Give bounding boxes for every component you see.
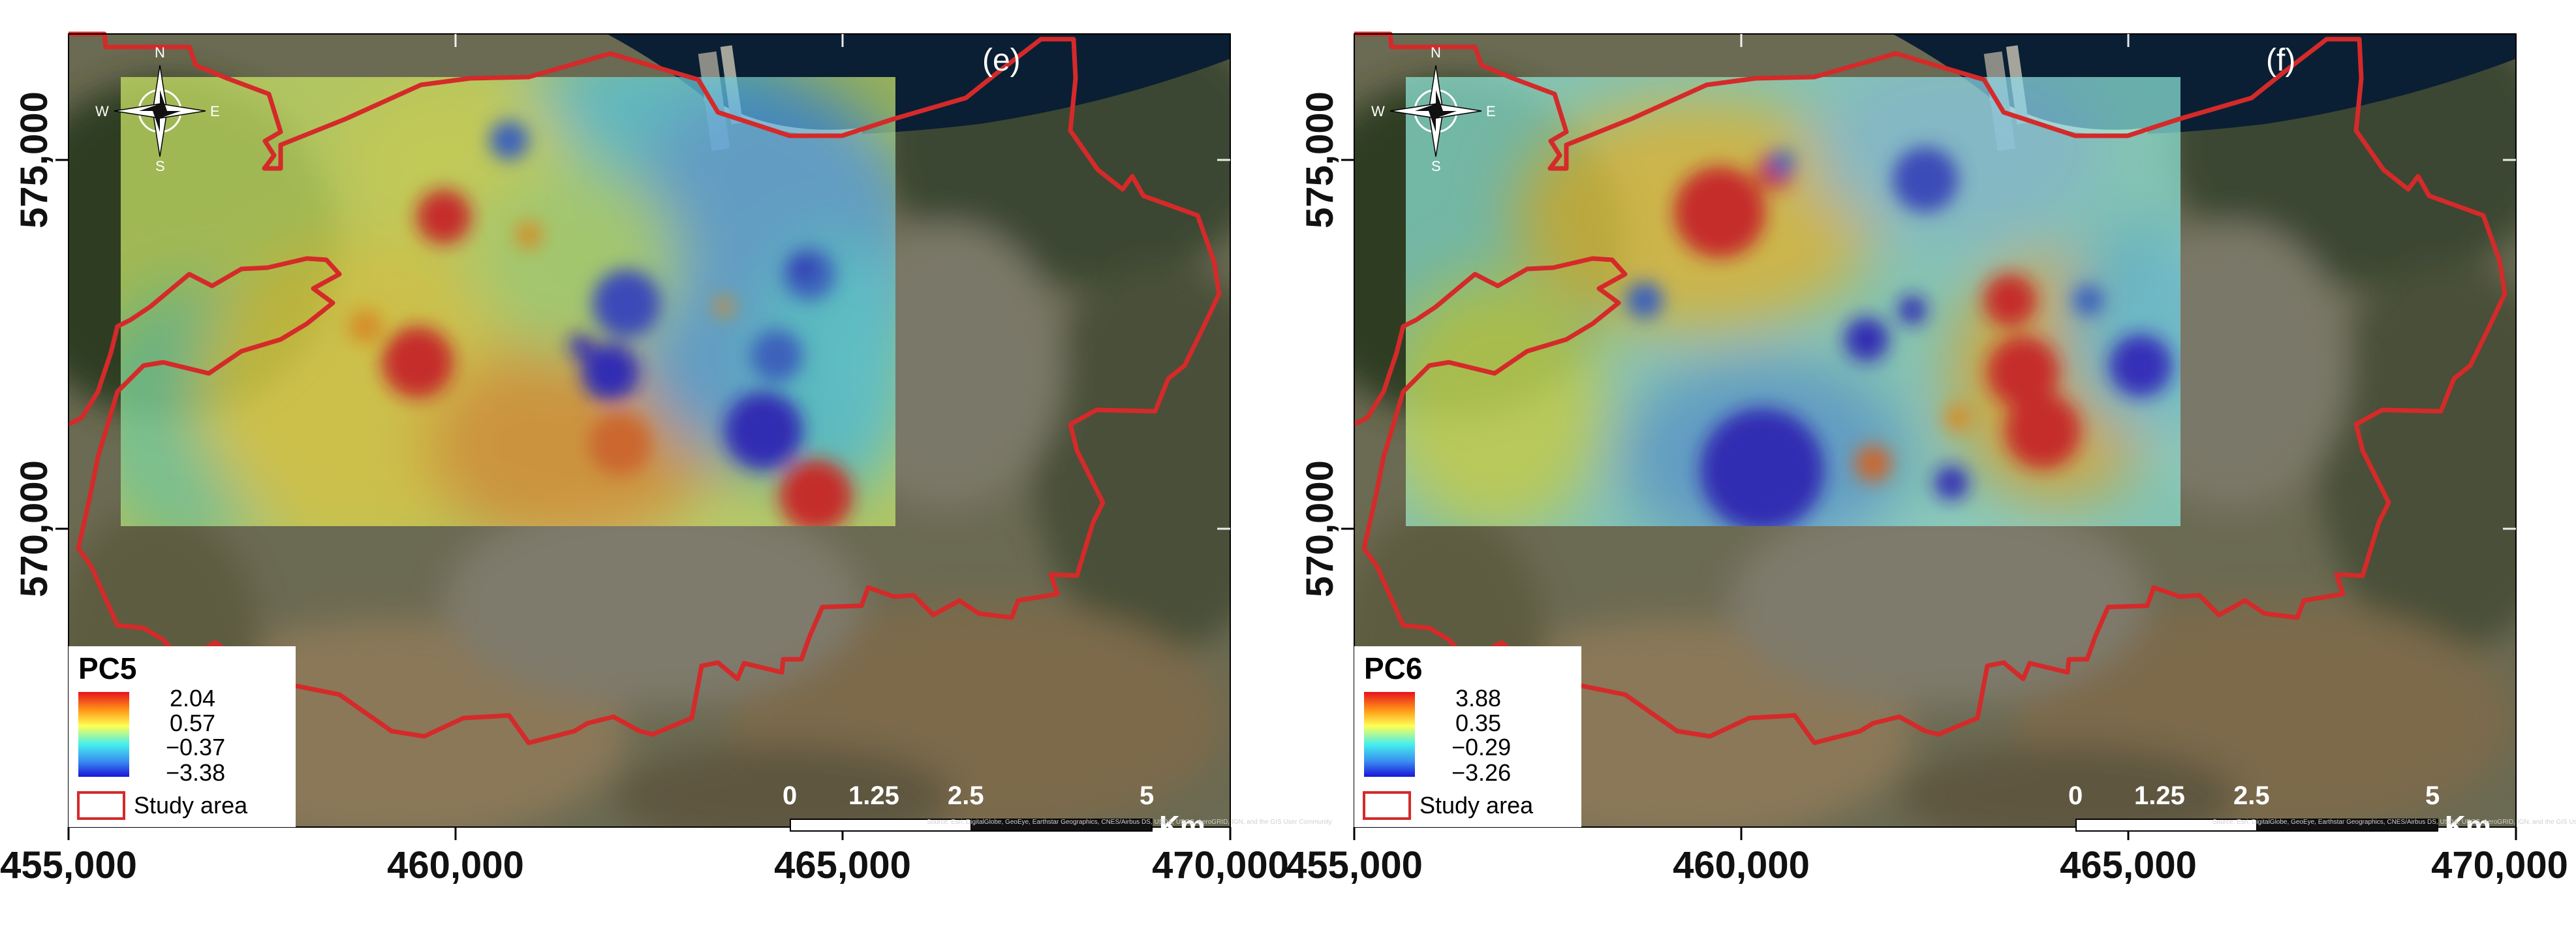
compass-e-e: E (210, 103, 220, 119)
legend-title-pc5: PC5 (78, 651, 136, 685)
x-tick-470000-f: 470,000 (2431, 844, 2568, 886)
study-area-boundary-f (1353, 31, 2507, 745)
scale-tick-1: 1.25 (2134, 781, 2185, 810)
x-tick-470000-e: 470,000 (1152, 844, 1289, 886)
compass-e-f: E (1486, 103, 1496, 119)
legend-value-max: 2.04 (170, 685, 215, 712)
legend-value-3: −0.29 (1451, 734, 1511, 760)
legend-value-3: −0.37 (166, 734, 225, 760)
compass-w-e: W (95, 103, 109, 119)
x-tick-455000-e: 455,000 (0, 844, 137, 886)
north-arrow-compass-icon: N S W E (1371, 44, 1496, 174)
compass-s-f: S (1431, 158, 1441, 174)
x-tick-455000-f: 455,000 (1286, 844, 1423, 886)
scale-bar-e: 0 1.25 2.5 5 Km (783, 781, 1205, 842)
north-arrow-compass-icon: N S W E (95, 44, 220, 174)
panel-letter-e: (e) (982, 43, 1021, 78)
study-area-boundary-e (67, 31, 1222, 745)
legend-pc5: PC5 2.04 0.57 −0.37 −3.38 Study area (69, 646, 296, 827)
legend-study-area-label: Study area (1420, 792, 1534, 819)
map-frame-f (1354, 33, 2517, 828)
y-tick-570000-e: 570,000 (13, 460, 55, 597)
scale-unit: Km (2445, 810, 2491, 842)
compass-n-f: N (1431, 44, 1441, 61)
map-frame-e (68, 33, 1231, 828)
y-tick-575000-f: 575,000 (1299, 91, 1341, 228)
basemap-credit-e: Source: Esri, DigitalGlobe, GeoEye, Eart… (927, 819, 1332, 826)
compass-s-e: S (155, 158, 165, 174)
scale-tick-3: 5 (2425, 781, 2440, 810)
legend-title-pc6: PC6 (1364, 651, 1422, 685)
map-panel-e: (e) N S W E PC5 2.04 0.57 −0.37 −3.38 St… (0, 31, 1332, 886)
pc5-raster (121, 77, 895, 526)
x-tick-460000-e: 460,000 (387, 844, 524, 886)
frame-ticks-f (1341, 159, 2517, 840)
scale-tick-0: 0 (2068, 781, 2083, 810)
compass-n-e: N (155, 44, 165, 61)
legend-study-area-swatch (1363, 791, 1411, 820)
compass-w-f: W (1371, 103, 1385, 119)
legend-color-ramp-pc6 (1364, 692, 1415, 777)
scale-tick-0: 0 (783, 781, 797, 810)
scale-bar-f: 0 1.25 2.5 5 Km (2068, 781, 2491, 842)
legend-color-ramp-pc5 (78, 692, 129, 777)
legend-study-area-swatch (77, 791, 125, 820)
x-tick-465000-e: 465,000 (774, 844, 911, 886)
x-tick-460000-f: 460,000 (1673, 844, 1810, 886)
scale-tick-2: 2.5 (948, 781, 984, 810)
legend-value-min: −3.26 (1451, 759, 1511, 786)
y-tick-575000-e: 575,000 (13, 91, 55, 228)
scale-tick-3: 5 (1140, 781, 1154, 810)
scale-unit: Km (1159, 810, 1205, 842)
legend-value-2: 0.57 (170, 710, 215, 736)
panel-letter-f: (f) (2266, 43, 2295, 78)
basemap-credit-f: Source: Esri, DigitalGlobe, GeoEye, Eart… (2212, 819, 2576, 826)
legend-pc6: PC6 3.88 0.35 −0.29 −3.26 Study area (1354, 646, 1581, 827)
legend-value-max: 3.88 (1455, 685, 1501, 712)
y-tick-570000-f: 570,000 (1299, 460, 1341, 597)
x-tick-465000-f: 465,000 (2060, 844, 2197, 886)
pc6-raster (1406, 77, 2180, 526)
map-panel-f: (f) N S W E PC6 3.88 0.35 −0.29 −3.26 St… (1286, 31, 2576, 886)
legend-value-2: 0.35 (1455, 710, 1501, 736)
scale-tick-2: 2.5 (2233, 781, 2270, 810)
legend-value-min: −3.38 (166, 759, 225, 786)
legend-study-area-label: Study area (134, 792, 248, 819)
scale-tick-1: 1.25 (848, 781, 899, 810)
